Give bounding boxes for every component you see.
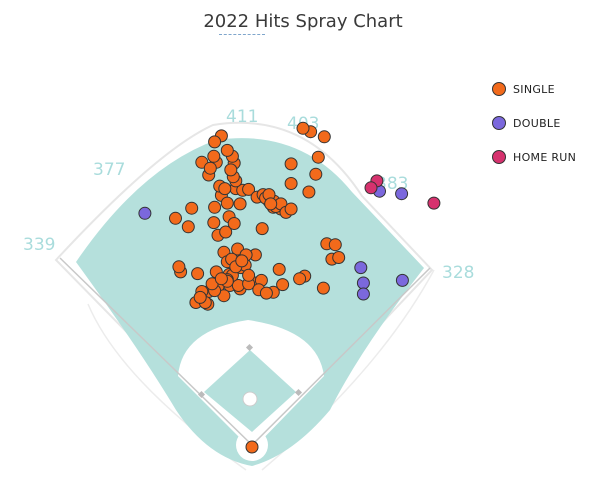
hit-point-double: [354, 261, 368, 275]
hit-point-home-run: [364, 181, 378, 195]
hit-point-home-run: [427, 196, 441, 210]
outfield-grass: [76, 138, 424, 466]
baseball-field: [54, 121, 435, 471]
legend-marker-home-run: [492, 150, 506, 164]
hit-point-single: [235, 254, 249, 268]
distance-label: 411: [226, 107, 258, 127]
distance-label: 377: [93, 160, 125, 180]
outfield-outline: [54, 121, 434, 462]
legend-marker-double: [492, 116, 506, 130]
legend-label-single: SINGLE: [513, 83, 555, 96]
legend-item-double: DOUBLE: [492, 116, 561, 130]
title-underline: [219, 34, 265, 35]
hit-point-single: [227, 217, 241, 230]
hit-point-single: [311, 150, 325, 164]
hit-point-single: [276, 278, 290, 292]
hit-point-single: [208, 200, 222, 214]
hit-point-single: [207, 216, 221, 230]
third-base: [197, 390, 206, 399]
hit-point-single: [172, 260, 186, 274]
hit-point-single: [191, 267, 205, 281]
hit-point-single: [284, 202, 298, 216]
hit-point-single: [218, 182, 232, 196]
hit-point-single: [242, 268, 256, 282]
hit-point-single: [284, 177, 298, 190]
hit-point-single: [214, 272, 228, 286]
hit-point-single: [296, 121, 310, 135]
hit-point-single: [328, 238, 342, 252]
legend-item-single: SINGLE: [492, 82, 555, 96]
hit-point-single: [224, 163, 238, 177]
hit-point-single: [309, 167, 323, 181]
hit-point-single: [208, 135, 222, 149]
hit-point-single: [259, 286, 273, 300]
hit-point-single: [219, 225, 233, 239]
hit-point-single: [317, 130, 331, 144]
hit-point-single: [181, 220, 195, 234]
hit-point-single: [185, 201, 199, 215]
hit-point-single: [193, 290, 207, 304]
left-foul-line: [59, 257, 253, 446]
hit-point-single: [245, 440, 259, 454]
hit-point-single: [284, 157, 298, 171]
hit-point-single: [233, 197, 247, 211]
hit-point-double: [356, 276, 370, 290]
hit-point-double: [395, 273, 409, 287]
hit-point-single: [332, 251, 346, 264]
hit-point-single: [242, 182, 256, 196]
right-foul-line: [251, 267, 431, 446]
hit-point-single: [316, 281, 330, 295]
hit-point-double: [395, 187, 409, 201]
hit-point-single: [207, 149, 221, 163]
legend-label-double: DOUBLE: [513, 117, 561, 130]
legend-label-home-run: HOME RUN: [513, 151, 576, 164]
hit-points: [138, 121, 441, 454]
hit-point-double: [138, 206, 152, 220]
first-base: [294, 388, 303, 397]
distance-label: 328: [442, 263, 474, 283]
hit-point-single: [220, 143, 234, 157]
hit-point-single: [293, 272, 307, 286]
hit-point-single: [255, 222, 269, 236]
hit-point-single: [272, 262, 286, 276]
hit-point-single: [264, 197, 278, 211]
hit-point-single: [220, 196, 234, 210]
hit-point-double: [356, 287, 370, 301]
legend-marker-single: [492, 82, 506, 96]
second-base: [245, 343, 254, 352]
hit-point-single: [302, 185, 316, 199]
chart-title-text: 2022 Hits Spray Chart: [203, 11, 403, 32]
legend-item-home-run: HOME RUN: [492, 150, 576, 164]
chart-title: 2022 Hits Spray Chart: [0, 11, 606, 32]
infield-grass: [204, 350, 296, 432]
distance-label: 339: [23, 235, 55, 255]
pitchers-mound: [242, 391, 258, 407]
hit-point-single: [169, 211, 182, 225]
legend: SINGLE DOUBLE HOME RUN: [492, 82, 576, 164]
hit-point-single: [203, 161, 217, 175]
